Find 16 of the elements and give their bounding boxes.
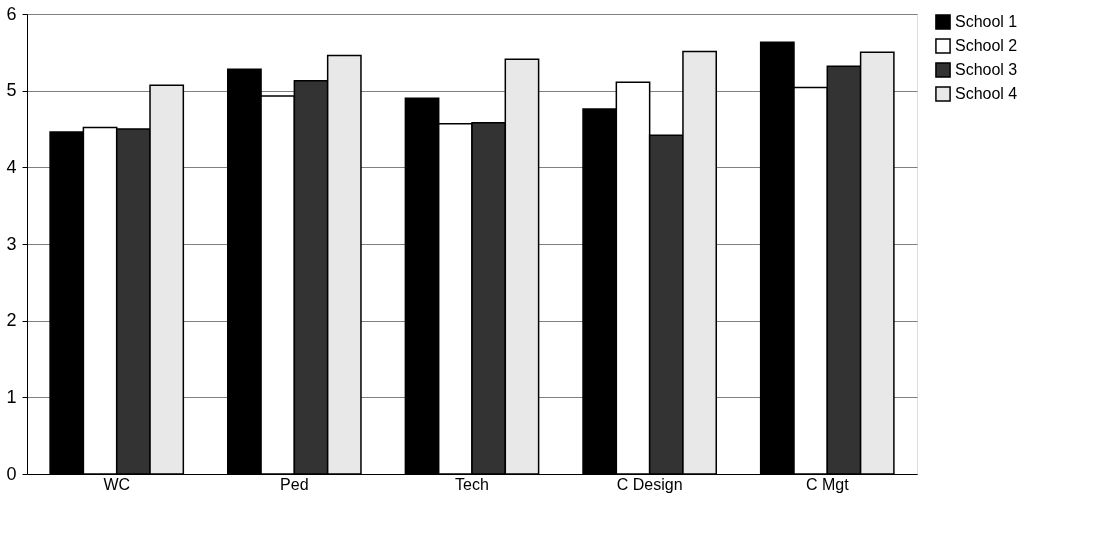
legend-label: School 4 xyxy=(955,85,1018,102)
legend-label: School 2 xyxy=(955,37,1018,54)
y-tick-label: 0 xyxy=(6,463,17,484)
legend-label: School 1 xyxy=(955,13,1018,30)
x-tick-label: C Mgt xyxy=(805,475,850,493)
x-tick-label: Tech xyxy=(455,475,489,493)
x-tick-label: Ped xyxy=(280,475,309,493)
y-tick-label: 1 xyxy=(6,386,17,407)
legend-label: School 3 xyxy=(955,61,1018,78)
y-tick-label: 4 xyxy=(6,156,17,177)
y-tick-label: 6 xyxy=(6,3,17,24)
y-tick-label: 5 xyxy=(6,80,17,101)
y-tick-label: 3 xyxy=(6,233,17,254)
x-tick-label: WC xyxy=(103,475,131,493)
y-tick-label: 2 xyxy=(6,310,17,331)
x-tick-label: C Design xyxy=(616,475,683,493)
